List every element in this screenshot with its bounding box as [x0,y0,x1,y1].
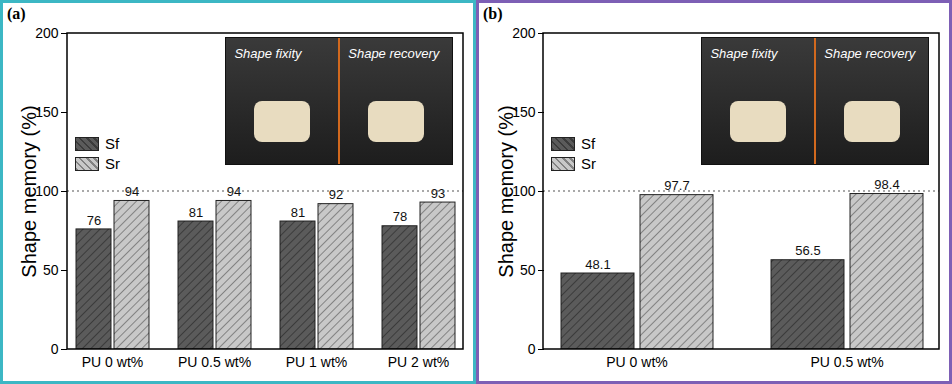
html-text:Sr: Sr [105,155,120,173]
svg-text:50: 50 [43,262,59,278]
svg-text:PU 0.5 wt%: PU 0.5 wt% [810,354,883,370]
svg-text:81: 81 [291,205,305,220]
html-text:Shape fixity: Shape fixity [234,46,302,61]
svg-text:0: 0 [528,341,536,357]
html-text:Shape recovery: Shape recovery [824,46,916,61]
svg-text:150: 150 [512,104,536,120]
svg-text:50: 50 [520,262,536,278]
svg-text:PU 1 wt%: PU 1 wt% [286,354,347,370]
svg-text:PU 0 wt%: PU 0 wt% [82,354,143,370]
html-text:(a): (a) [7,5,26,22]
svg-text:200: 200 [512,25,536,41]
svg-text:81: 81 [189,205,203,220]
svg-text:76: 76 [87,213,101,228]
svg-text:Shape memory (%): Shape memory (%) [18,105,40,277]
html-text:Shape recovery: Shape recovery [348,46,440,61]
svg-text:200: 200 [35,25,59,41]
svg-text:94: 94 [125,184,139,199]
svg-text:150: 150 [35,104,59,120]
svg-text:PU 0.5 wt%: PU 0.5 wt% [178,354,251,370]
html-text:Sf: Sf [581,135,596,153]
svg-text:56.5: 56.5 [795,243,820,258]
svg-text:92: 92 [329,187,343,202]
html-text:Shape fixity: Shape fixity [710,46,778,61]
svg-text:98.4: 98.4 [874,177,899,192]
html-text:(b): (b) [483,5,503,22]
svg-text:100: 100 [35,183,59,199]
svg-text:Shape memory (%): Shape memory (%) [495,105,517,277]
svg-text:78: 78 [393,209,407,224]
svg-text:0: 0 [51,341,59,357]
svg-text:PU 2 wt%: PU 2 wt% [388,354,449,370]
svg-text:97.7: 97.7 [664,178,690,194]
svg-text:PU 0 wt%: PU 0 wt% [606,354,667,370]
svg-text:94: 94 [227,184,241,199]
html-text:Sf: Sf [105,135,120,153]
svg-text:100: 100 [512,183,536,199]
svg-text:48.1: 48.1 [585,257,610,272]
svg-text:93: 93 [431,186,445,201]
html-text:Sr: Sr [581,155,596,173]
